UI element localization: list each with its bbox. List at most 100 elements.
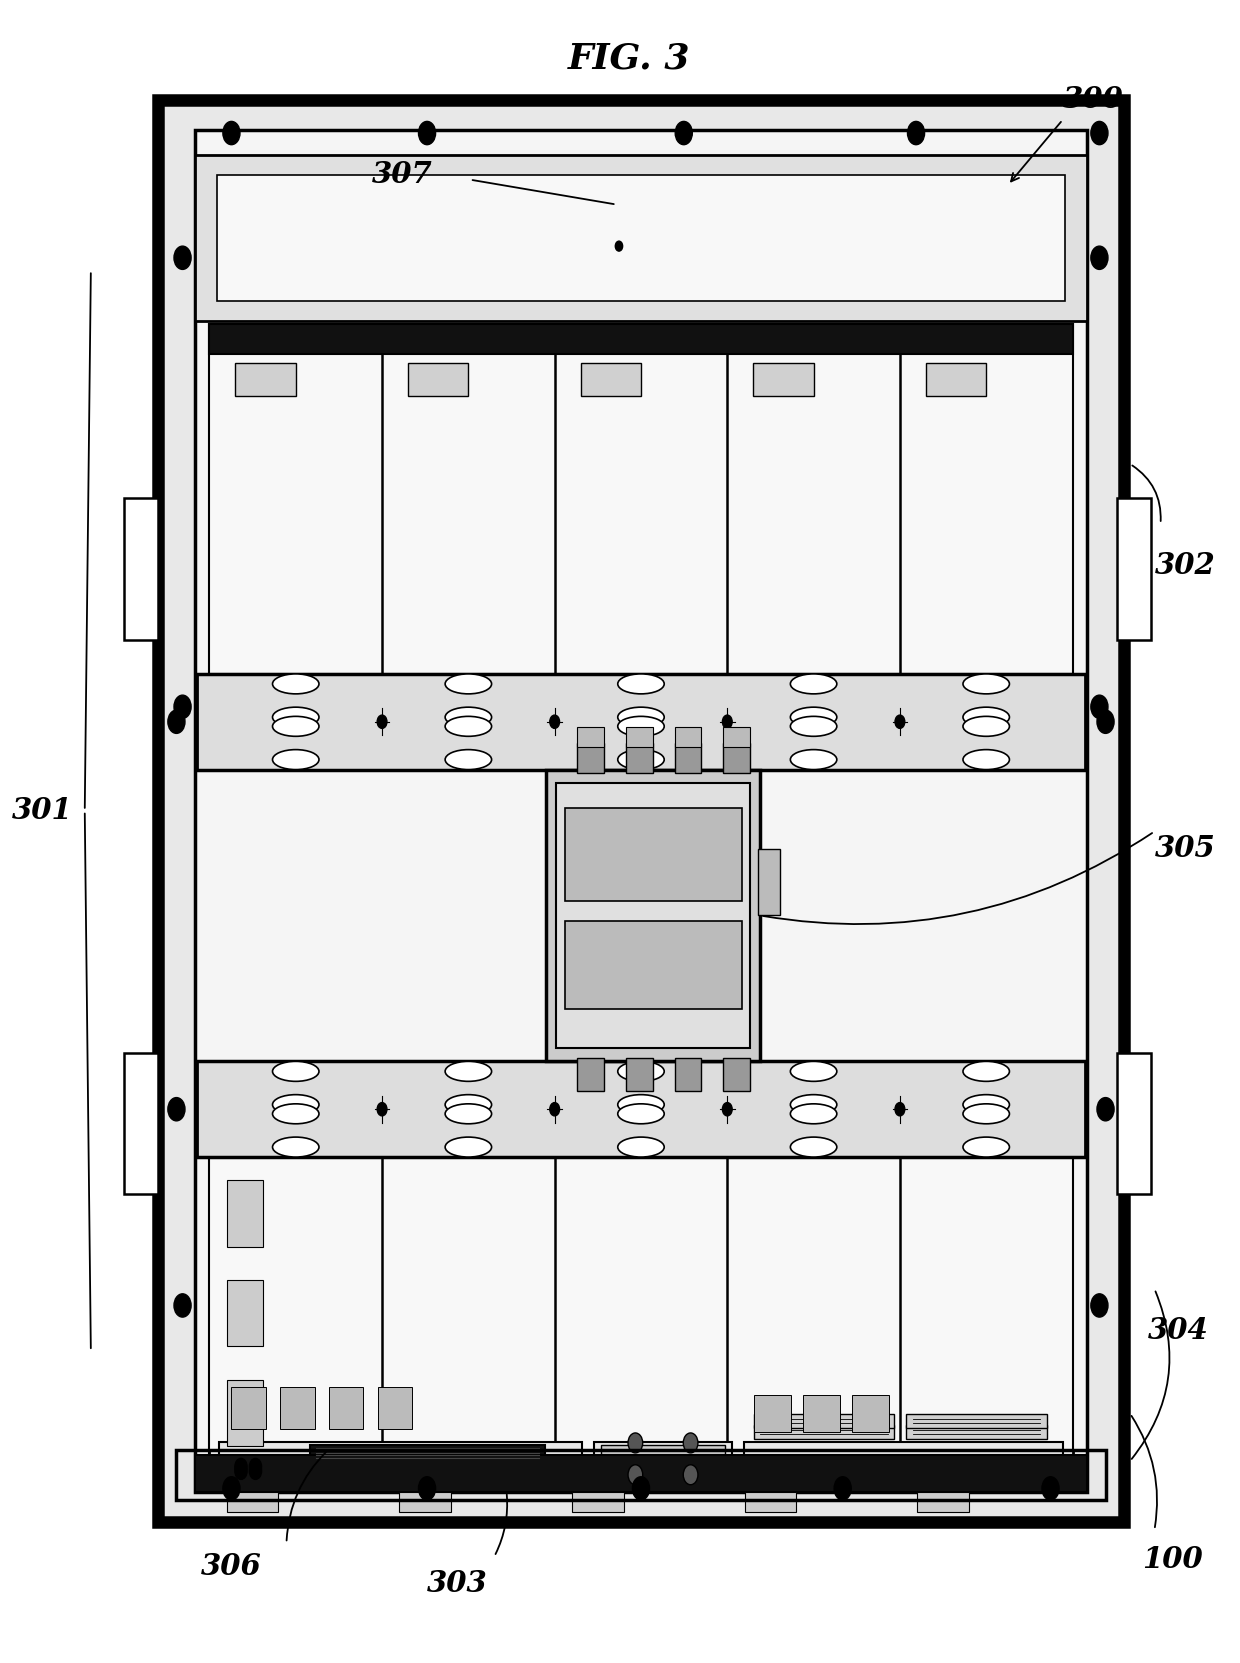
Bar	[547, 770, 760, 1061]
Circle shape	[167, 1098, 185, 1121]
Circle shape	[377, 1103, 387, 1116]
Ellipse shape	[618, 1094, 665, 1114]
Bar	[227, 1281, 263, 1347]
Ellipse shape	[445, 1137, 491, 1157]
Ellipse shape	[618, 717, 665, 737]
Text: 302: 302	[1154, 550, 1215, 580]
Bar	[232, 1387, 265, 1429]
Bar	[210, 1157, 1073, 1465]
Ellipse shape	[445, 1061, 491, 1081]
Ellipse shape	[963, 707, 1009, 727]
Text: 306: 306	[201, 1552, 262, 1582]
Circle shape	[549, 715, 559, 728]
Bar	[227, 1181, 263, 1247]
Circle shape	[1091, 695, 1109, 718]
Ellipse shape	[790, 707, 837, 727]
Bar	[594, 1442, 732, 1478]
Circle shape	[627, 1465, 642, 1485]
Bar	[626, 743, 652, 773]
Ellipse shape	[618, 674, 665, 693]
Bar	[236, 363, 296, 396]
Bar	[744, 1442, 1063, 1478]
Bar	[753, 363, 813, 396]
Bar	[804, 1395, 839, 1432]
Text: 305: 305	[1154, 833, 1215, 863]
Bar	[577, 1058, 604, 1091]
Circle shape	[723, 1103, 732, 1116]
Text: FIG. 3: FIG. 3	[568, 42, 689, 75]
Bar	[227, 1492, 279, 1512]
Bar	[195, 155, 1087, 321]
Circle shape	[418, 121, 435, 145]
Ellipse shape	[963, 1137, 1009, 1157]
Bar	[744, 1492, 796, 1512]
Bar	[577, 743, 604, 773]
Bar	[330, 1387, 363, 1429]
Ellipse shape	[618, 707, 665, 727]
Bar	[219, 1442, 582, 1478]
Ellipse shape	[618, 750, 665, 770]
Circle shape	[234, 1458, 247, 1475]
Ellipse shape	[790, 717, 837, 737]
Circle shape	[223, 121, 241, 145]
Ellipse shape	[790, 750, 837, 770]
Circle shape	[1091, 1294, 1109, 1317]
Bar	[577, 727, 604, 747]
Text: 303: 303	[428, 1568, 489, 1598]
Bar	[675, 1058, 702, 1091]
Ellipse shape	[790, 1061, 837, 1081]
Bar	[754, 1414, 894, 1429]
Bar	[200, 1465, 1083, 1492]
Bar	[723, 1058, 750, 1091]
Ellipse shape	[618, 1061, 665, 1081]
Bar	[280, 1387, 315, 1429]
Ellipse shape	[273, 1061, 319, 1081]
Text: 100: 100	[1142, 1545, 1203, 1575]
Circle shape	[895, 715, 905, 728]
Bar	[580, 363, 641, 396]
Ellipse shape	[273, 1137, 319, 1157]
Bar	[754, 1425, 894, 1438]
Ellipse shape	[963, 1104, 1009, 1124]
Circle shape	[908, 121, 925, 145]
Circle shape	[1042, 1477, 1059, 1500]
Bar	[758, 850, 780, 916]
Bar	[723, 727, 750, 747]
Ellipse shape	[963, 1094, 1009, 1114]
Circle shape	[1091, 246, 1109, 269]
Circle shape	[627, 1434, 642, 1453]
Bar	[157, 100, 1123, 1522]
Text: 300: 300	[1063, 85, 1123, 115]
Circle shape	[615, 241, 622, 251]
Bar	[675, 743, 702, 773]
Ellipse shape	[273, 707, 319, 727]
Ellipse shape	[445, 750, 491, 770]
Circle shape	[723, 715, 732, 728]
Circle shape	[676, 121, 692, 145]
Ellipse shape	[618, 1137, 665, 1157]
Ellipse shape	[445, 707, 491, 727]
Ellipse shape	[963, 1061, 1009, 1081]
Bar	[378, 1387, 413, 1429]
Circle shape	[1091, 121, 1109, 145]
Ellipse shape	[273, 1094, 319, 1114]
Bar	[124, 499, 157, 640]
Bar	[601, 1445, 724, 1458]
Ellipse shape	[963, 750, 1009, 770]
Ellipse shape	[273, 674, 319, 693]
Circle shape	[234, 1463, 247, 1480]
Circle shape	[418, 1477, 435, 1500]
Circle shape	[174, 246, 191, 269]
Circle shape	[632, 1477, 650, 1500]
Ellipse shape	[790, 1137, 837, 1157]
Bar	[723, 743, 750, 773]
Circle shape	[377, 715, 387, 728]
Text: 301: 301	[11, 797, 72, 825]
Bar	[124, 1053, 157, 1194]
Bar	[564, 808, 742, 901]
Ellipse shape	[445, 717, 491, 737]
Bar	[626, 727, 652, 747]
Ellipse shape	[445, 1094, 491, 1114]
Bar	[217, 175, 1065, 301]
Bar	[1116, 1053, 1151, 1194]
